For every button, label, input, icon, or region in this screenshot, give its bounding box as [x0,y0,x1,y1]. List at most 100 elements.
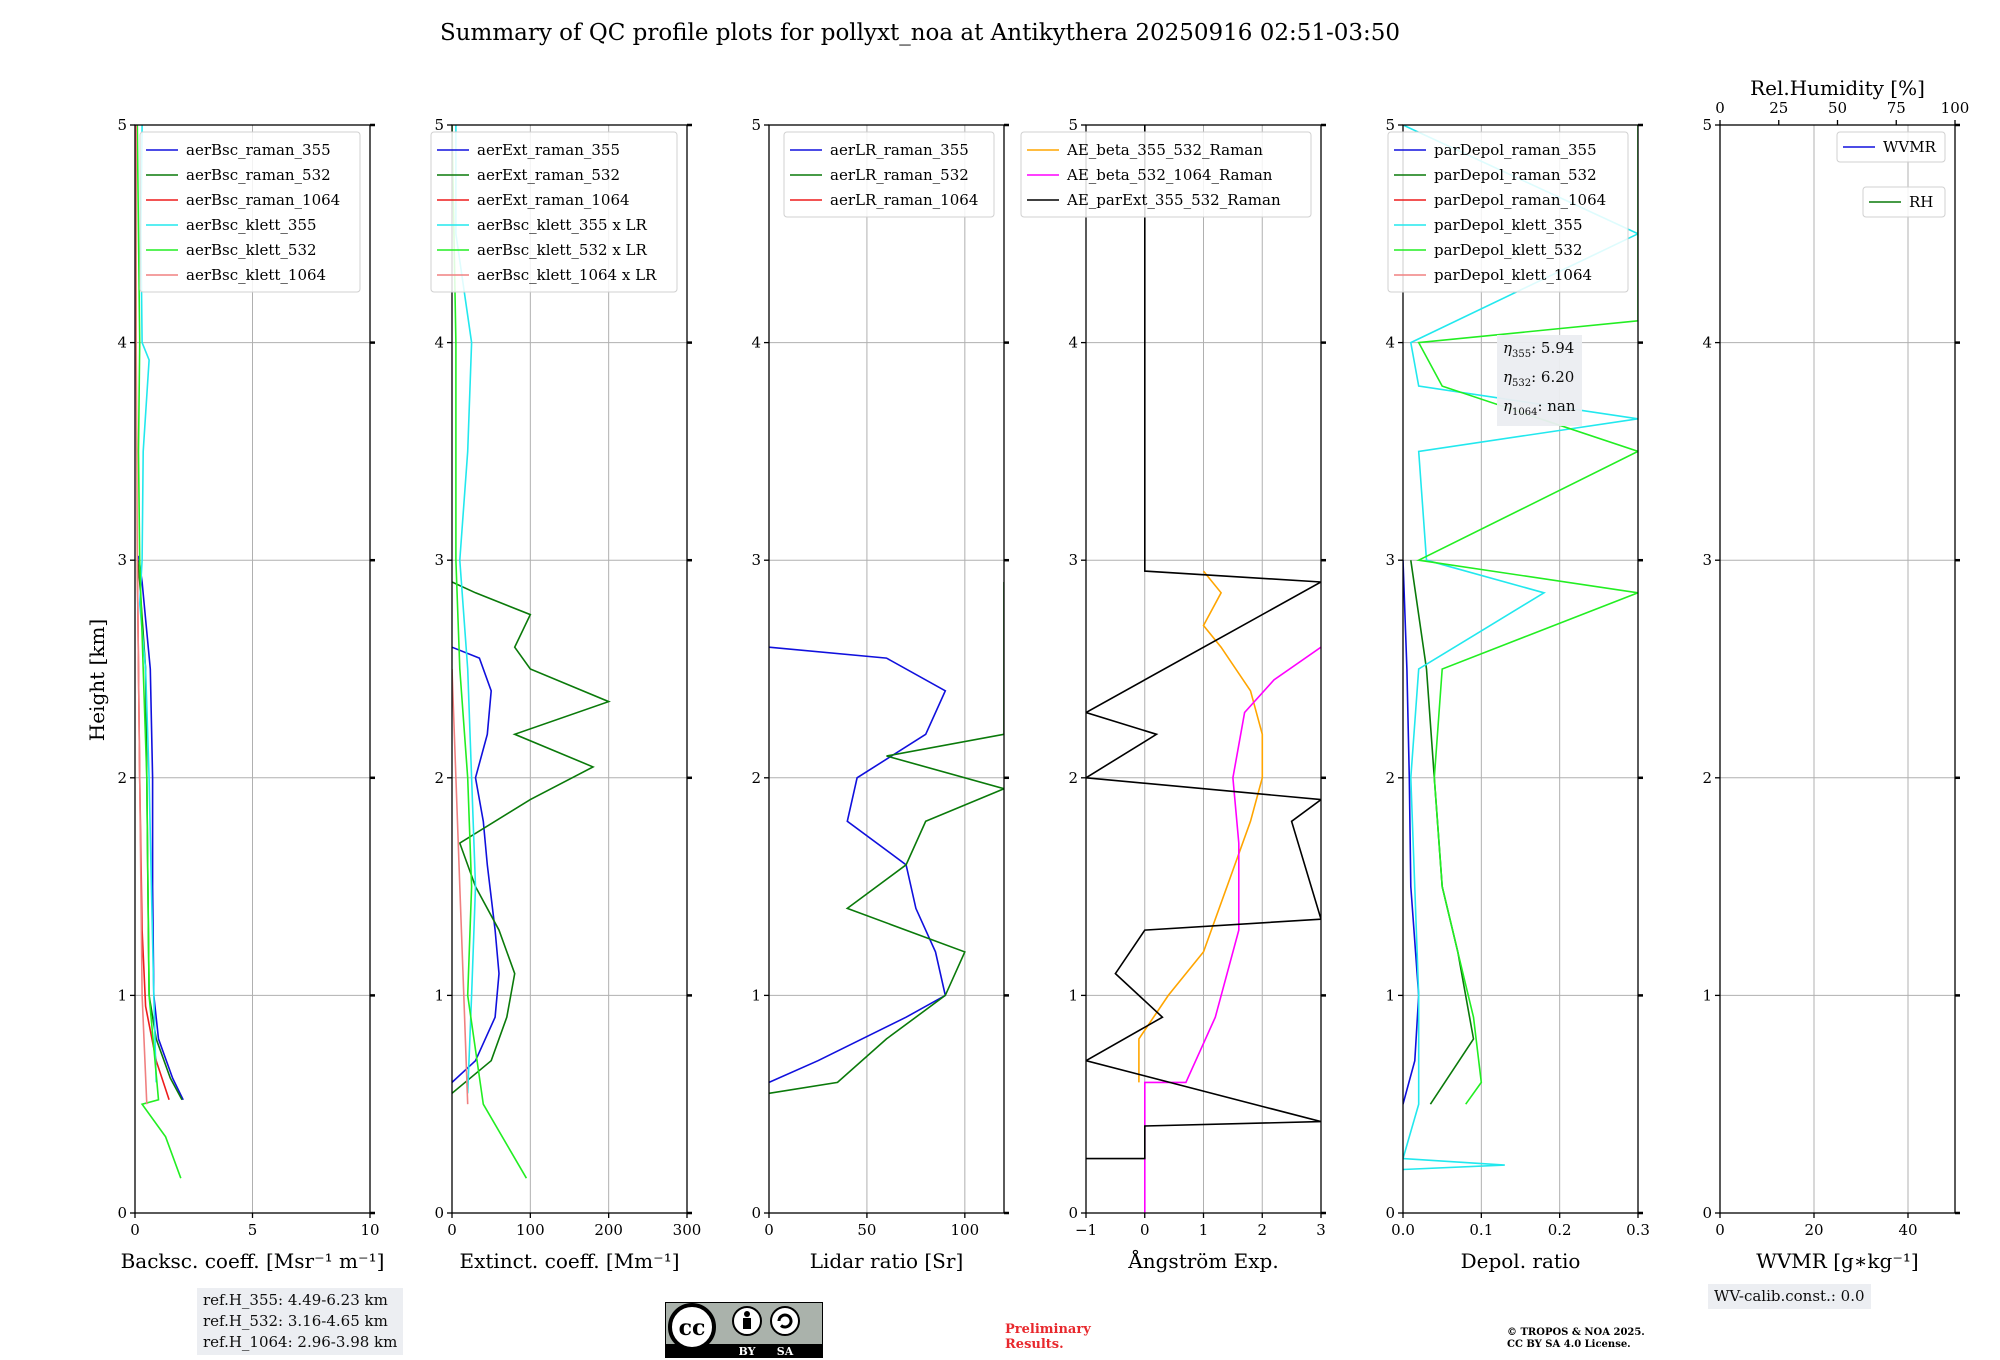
preliminary-results-note: Preliminary Results. [1005,1322,1091,1352]
y-tick-label: 2 [1702,769,1712,787]
x-tick-label: 0.2 [1548,1221,1572,1239]
y-tick-label: 5 [117,116,127,134]
y-tick-label: 5 [1068,116,1078,134]
top-x-tick-label: 25 [1769,99,1788,117]
y-tick-label: 3 [1385,551,1395,569]
legend-entry: aerExt_raman_355 [477,141,620,159]
x-tick-label: 50 [857,1221,876,1239]
x-tick-label: 0 [1140,1221,1150,1239]
y-tick-label: 2 [1068,769,1078,787]
legend-entry: aerLR_raman_355 [830,141,969,159]
legend-box [430,131,678,293]
axes-frame [768,124,1005,1214]
x-tick-label: 0.0 [1391,1221,1415,1239]
legend-entry: aerBsc_klett_355 [186,216,317,234]
y-tick-label: 3 [117,551,127,569]
svg-text:cc: cc [679,1315,706,1341]
series-line-AE_beta_355_532_Raman [1138,570,1264,1083]
x-tick-label: 40 [1898,1221,1917,1239]
x-tick-label: 0 [130,1221,140,1239]
legend-box [1020,131,1312,218]
y-tick-label: 1 [1702,986,1712,1004]
y-tick-label: 2 [751,769,761,787]
y-tick-label: 1 [751,986,761,1004]
axes-frame [1719,124,1956,1214]
top-x-tick-label: 75 [1887,99,1906,117]
x-tick-label: 100 [516,1221,545,1239]
y-tick-label: 2 [434,769,444,787]
x-axis-label: Lidar ratio [Sr] [810,1249,964,1273]
profile-panel-1: 0 1 2 3 4 5 0 5 10 Backsc. coeff. [Msr⁻¹ m⁻¹] aerB… [117,116,384,1273]
series-line-aerExt_raman_532 [452,581,611,1094]
y-tick-label: 4 [1385,334,1395,352]
x-tick-label: 0 [447,1221,457,1239]
series-line-aerLR_raman_355 [769,646,947,1084]
series-line-aerBsc_klett_532 [136,125,182,1179]
y-tick-label: 5 [1702,116,1712,134]
legend-entry: aerBsc_klett_532 x LR [477,241,648,259]
legend-entry: aerExt_raman_532 [477,166,620,184]
x-tick-label: 10 [360,1221,379,1239]
x-tick-label: −1 [1075,1221,1097,1239]
top-x-tick-label: 100 [1941,99,1970,117]
x-axis-label: Depol. ratio [1461,1249,1581,1273]
legend-box [1387,131,1629,293]
legend-entry: parDepol_raman_532 [1434,166,1597,184]
y-tick-label: 5 [434,116,444,134]
y-tick-label: 3 [1702,551,1712,569]
legend-entry: aerBsc_klett_355 x LR [477,216,648,234]
y-tick-label: 5 [751,116,761,134]
x-axis-label: Ångström Exp. [1127,1248,1278,1273]
y-tick-label: 0 [1702,1204,1712,1222]
svg-text:BY: BY [739,1345,756,1358]
wv-calib-text: WV-calib.const.: 0.0 [1714,1287,1865,1305]
series-line-parDepol_klett_532 [1416,125,1638,1105]
legend-entry: parDepol_klett_532 [1434,241,1583,259]
eta-1064: η1064: nan [1503,397,1576,418]
y-tick-label: 0 [1068,1204,1078,1222]
x-tick-label: 0 [764,1221,774,1239]
svg-text:SA: SA [777,1345,794,1358]
y-tick-label: 5 [1385,116,1395,134]
eta-box: η355: 5.94 η532: 6.20 η1064: nan [1497,335,1582,426]
profile-panel-5: 0 1 2 3 4 5 0.0 0.1 0.2 0.3 Depol. ratio parDepol_r… [1385,116,1649,1273]
y-tick-label: 1 [434,986,444,1004]
series-line-AE_beta_532_1064_Raman [1144,646,1321,1213]
legend-box [783,131,995,218]
y-tick-label: 4 [1702,334,1712,352]
y-tick-label: 3 [1068,551,1078,569]
x-tick-label: 300 [673,1221,702,1239]
legend-entry: aerBsc_raman_1064 [186,191,340,209]
legend-entry: aerBsc_klett_532 [186,241,317,259]
legend-entry: AE_beta_355_532_Raman [1066,141,1263,159]
y-tick-label: 3 [751,551,761,569]
reference-height-box: ref.H_355: 4.49-6.23 km ref.H_532: 3.16-… [197,1288,404,1355]
eta-355: η355: 5.94 [1503,339,1575,360]
x-axis-label: Extinct. coeff. [Mm⁻¹] [459,1249,679,1273]
wv-calib-box: WV-calib.const.: 0.0 [1708,1284,1871,1309]
legend-entry: parDepol_klett_1064 [1434,266,1592,284]
series-line-parDepol_klett_355 [1403,125,1638,1171]
x-tick-label: 0 [1715,1221,1725,1239]
eta-532: η532: 6.20 [1503,368,1575,389]
series-line-aerBsc_klett_1064 [135,125,148,1105]
legend-entry: RH [1909,193,1933,211]
x-tick-label: 3 [1316,1221,1326,1239]
y-axis-label: Height [km] [85,619,109,741]
y-tick-label: 0 [751,1204,761,1222]
y-tick-label: 0 [117,1204,127,1222]
x-tick-label: 20 [1804,1221,1823,1239]
figure-title: Summary of QC profile plots for pollyxt_… [439,20,1401,46]
x-tick-label: 100 [951,1221,980,1239]
legend-entry: parDepol_raman_1064 [1434,191,1606,209]
series-line-aerBsc_raman_532 [137,560,183,1101]
x-axis-label: Backsc. coeff. [Msr⁻¹ m⁻¹] [121,1249,385,1273]
series-line-AE_parExt_355_532_Raman [1086,125,1321,1160]
y-tick-label: 4 [751,334,761,352]
y-tick-label: 2 [1385,769,1395,787]
ref-h-532: ref.H_532: 3.16-4.65 km [203,1312,388,1330]
cc-by-sa-badge: cc BY SA [665,1302,823,1358]
copyright-note: © TROPOS & NOA 2025. CC BY SA 4.0 Licens… [1507,1327,1645,1350]
